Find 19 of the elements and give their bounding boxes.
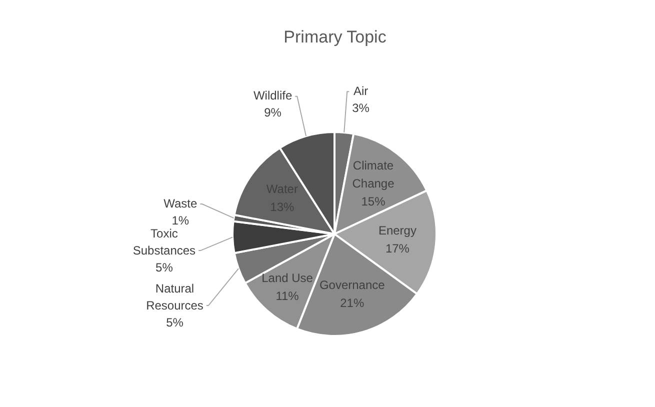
data-label: 11%: [276, 288, 300, 303]
data-label: 3%: [352, 100, 370, 115]
slice-label: Air: [353, 84, 368, 98]
data-label: 1%: [172, 213, 190, 228]
slice-label: Climate Change: [352, 158, 395, 190]
slice-label: Toxic Substances: [132, 226, 196, 258]
slice-label: Natural Resources: [146, 281, 204, 312]
data-label: 5%: [166, 315, 184, 330]
data-label: 17%: [385, 241, 410, 256]
data-label: 9%: [264, 106, 282, 120]
slice-label: Energy: [378, 223, 416, 238]
slice-label: Waste: [164, 196, 198, 210]
slice-label: Governance: [319, 278, 386, 292]
slice-label: Land Use: [262, 270, 314, 285]
data-label: 5%: [156, 260, 174, 274]
chart-title: Primary Topic: [284, 28, 387, 47]
data-label: 21%: [340, 296, 364, 310]
slice-label: Wildlife: [253, 88, 292, 103]
data-label: 15%: [361, 194, 386, 208]
